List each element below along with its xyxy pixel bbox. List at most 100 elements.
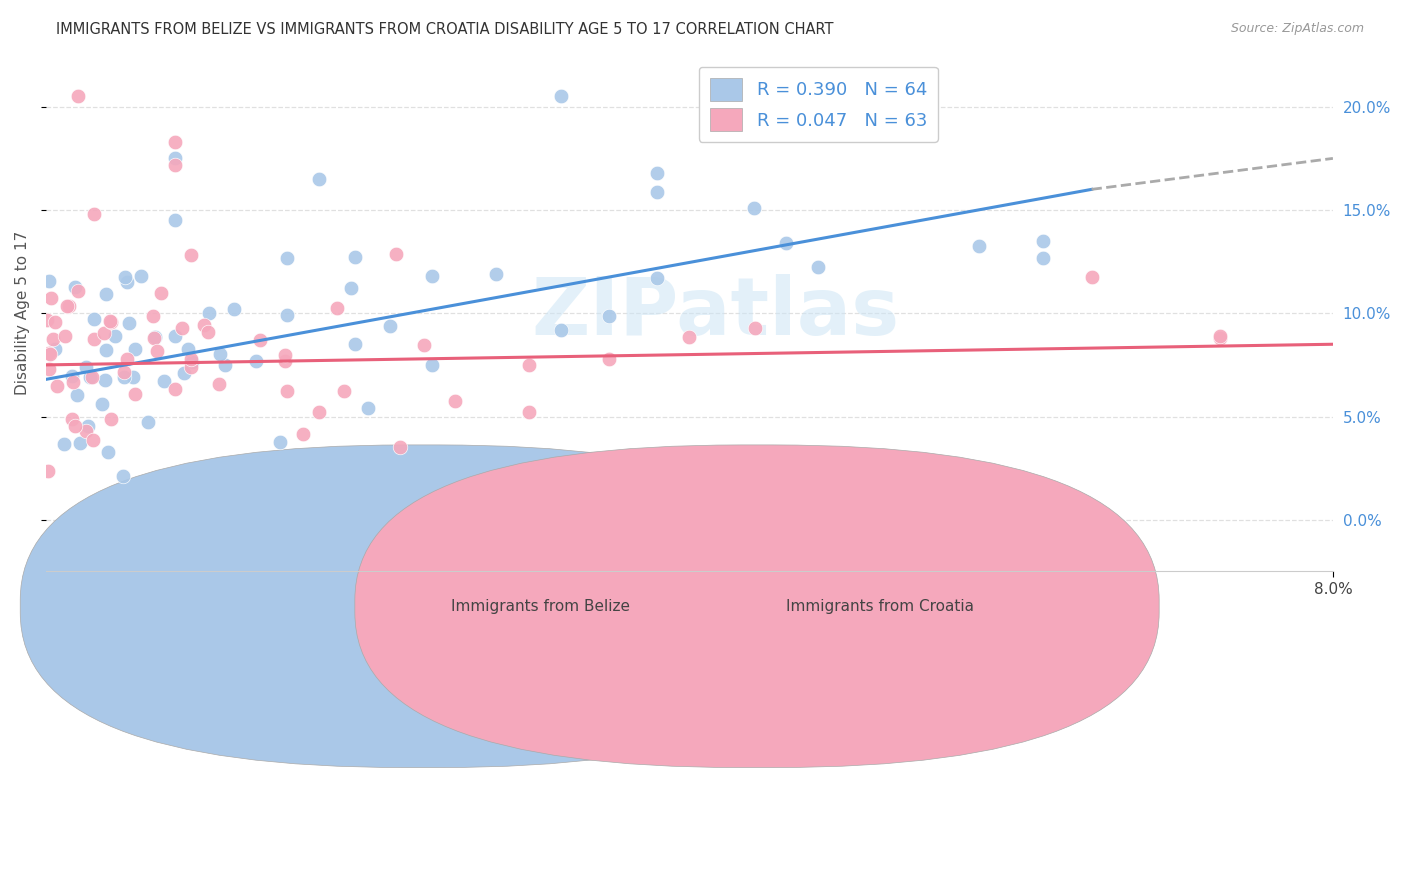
Point	[38, 273, 60, 287]
Point	[37, 313, 59, 327]
Point	[83, 312, 105, 326]
Point	[38, 346, 60, 360]
Point	[344, 250, 367, 264]
Point	[163, 213, 186, 227]
Point	[276, 251, 298, 265]
Point	[517, 358, 540, 372]
Point	[114, 270, 136, 285]
Point	[172, 321, 194, 335]
Point	[93, 373, 115, 387]
Point	[53, 437, 76, 451]
Point	[413, 337, 436, 351]
Point	[550, 323, 572, 337]
Point	[97, 444, 120, 458]
Point	[807, 260, 830, 274]
Point	[249, 334, 271, 348]
Point	[66, 388, 89, 402]
Point	[163, 135, 186, 149]
Point	[118, 316, 141, 330]
Point	[112, 365, 135, 379]
Point	[357, 401, 380, 415]
Point	[550, 89, 572, 103]
Point	[136, 416, 159, 430]
Point	[598, 309, 620, 323]
Point	[198, 305, 221, 319]
Point	[83, 207, 105, 221]
Point	[678, 330, 700, 344]
Point	[308, 172, 330, 186]
Point	[444, 394, 467, 409]
Point	[82, 433, 104, 447]
Point	[485, 267, 508, 281]
Point	[326, 301, 349, 316]
Point	[44, 342, 66, 356]
Point	[44, 315, 66, 329]
Point	[343, 336, 366, 351]
Point	[62, 375, 84, 389]
Point	[38, 362, 60, 376]
Point	[180, 360, 202, 375]
Point	[163, 152, 186, 166]
Point	[224, 302, 246, 317]
Point	[214, 358, 236, 372]
Point	[1032, 234, 1054, 248]
Point	[65, 280, 87, 294]
Point	[56, 299, 79, 313]
Point	[742, 201, 765, 215]
Point	[380, 318, 402, 333]
Point	[141, 309, 163, 323]
Point	[142, 331, 165, 345]
Point	[91, 397, 114, 411]
Point	[75, 359, 97, 374]
Point	[180, 248, 202, 262]
Point	[181, 355, 204, 369]
Point	[163, 328, 186, 343]
Point	[124, 387, 146, 401]
Point	[197, 325, 219, 339]
Point	[83, 332, 105, 346]
Point	[75, 424, 97, 438]
Point	[420, 358, 443, 372]
Point	[150, 285, 173, 300]
Point	[208, 347, 231, 361]
Point	[60, 368, 83, 383]
Point	[165, 383, 187, 397]
Point	[121, 369, 143, 384]
Point	[41, 332, 63, 346]
FancyBboxPatch shape	[354, 445, 1159, 768]
Point	[1209, 329, 1232, 343]
Point	[112, 370, 135, 384]
Point	[276, 308, 298, 322]
Point	[145, 329, 167, 343]
Point	[775, 236, 797, 251]
Point	[274, 348, 297, 362]
Point	[1209, 331, 1232, 345]
Point	[98, 313, 121, 327]
Point	[173, 366, 195, 380]
Point	[103, 329, 125, 343]
Point	[163, 158, 186, 172]
Point	[598, 351, 620, 366]
Point	[53, 328, 76, 343]
Point	[340, 281, 363, 295]
Text: ZIPatlas: ZIPatlas	[531, 274, 900, 352]
Point	[79, 370, 101, 384]
Point	[37, 464, 59, 478]
Point	[333, 384, 356, 399]
Point	[1080, 269, 1102, 284]
Text: Immigrants from Belize: Immigrants from Belize	[451, 599, 630, 614]
Y-axis label: Disability Age 5 to 17: Disability Age 5 to 17	[15, 231, 30, 395]
Point	[193, 318, 215, 332]
Text: IMMIGRANTS FROM BELIZE VS IMMIGRANTS FROM CROATIA DISABILITY AGE 5 TO 17 CORRELA: IMMIGRANTS FROM BELIZE VS IMMIGRANTS FRO…	[56, 22, 834, 37]
Text: Immigrants from Croatia: Immigrants from Croatia	[786, 599, 974, 614]
Point	[124, 343, 146, 357]
Point	[517, 405, 540, 419]
Point	[744, 321, 766, 335]
Point	[80, 369, 103, 384]
Point	[274, 354, 297, 368]
Point	[146, 343, 169, 358]
Point	[39, 291, 62, 305]
Point	[269, 434, 291, 449]
Point	[420, 269, 443, 284]
Point	[967, 239, 990, 253]
